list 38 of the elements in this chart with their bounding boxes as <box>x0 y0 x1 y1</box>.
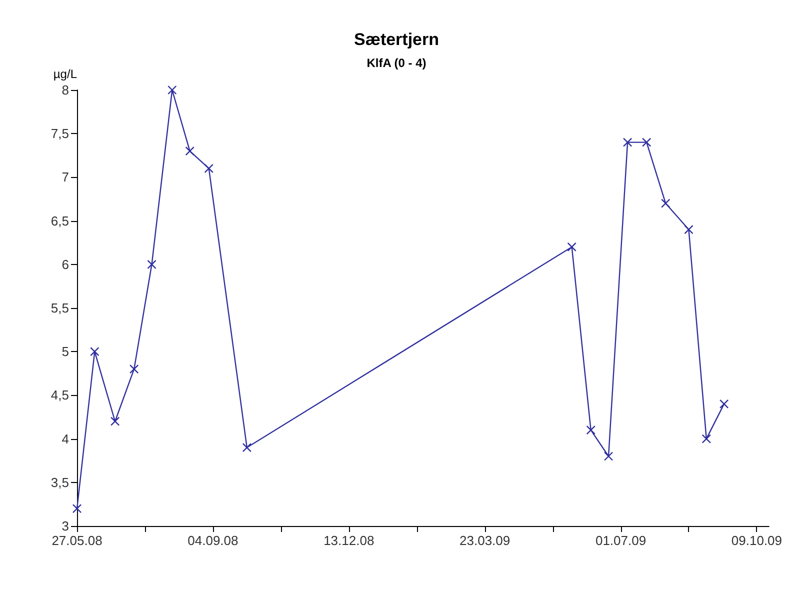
y-tick-label: 6 <box>62 256 69 272</box>
point <box>72 504 82 514</box>
chart-subtitle: KlfA (0 - 4) <box>366 56 426 70</box>
y-tick-label: 7,5 <box>50 126 69 142</box>
point <box>129 364 139 374</box>
y-tick-label: 4,5 <box>50 388 69 403</box>
x-tick-label: 09.10.09 <box>731 533 782 548</box>
y-tick-label: 3,5 <box>50 474 69 490</box>
x-tick-label: 23.03.09 <box>460 533 510 548</box>
point <box>90 347 100 356</box>
point <box>242 442 252 452</box>
y-tick-label: 3 <box>62 518 69 534</box>
point <box>567 242 576 252</box>
point <box>147 260 156 269</box>
point <box>719 399 729 409</box>
point <box>586 425 596 435</box>
chart-title: Sætertjern <box>354 30 440 49</box>
point <box>642 138 652 147</box>
point <box>702 434 711 444</box>
y-tick-label: 5 <box>62 344 69 360</box>
x-tick-label: 13.12.08 <box>324 533 374 548</box>
y-tick-label: 8 <box>62 82 69 98</box>
point <box>204 164 214 174</box>
y-tick-label: 6,5 <box>50 213 69 228</box>
point <box>168 85 177 95</box>
point <box>622 138 632 147</box>
y-tick-label: 5,5 <box>50 300 69 316</box>
point <box>661 198 670 208</box>
y-axis-title: µg/L <box>53 67 78 81</box>
point <box>185 146 194 156</box>
x-tick-label: 27.05.08 <box>52 533 102 548</box>
point <box>110 416 120 426</box>
point <box>604 452 614 461</box>
x-tick-label: 01.07.09 <box>595 533 646 548</box>
y-tick-label: 7 <box>62 170 69 185</box>
y-tick-label: 4 <box>62 431 69 446</box>
x-tick-label: 04.09.08 <box>188 533 238 548</box>
point <box>684 224 694 234</box>
